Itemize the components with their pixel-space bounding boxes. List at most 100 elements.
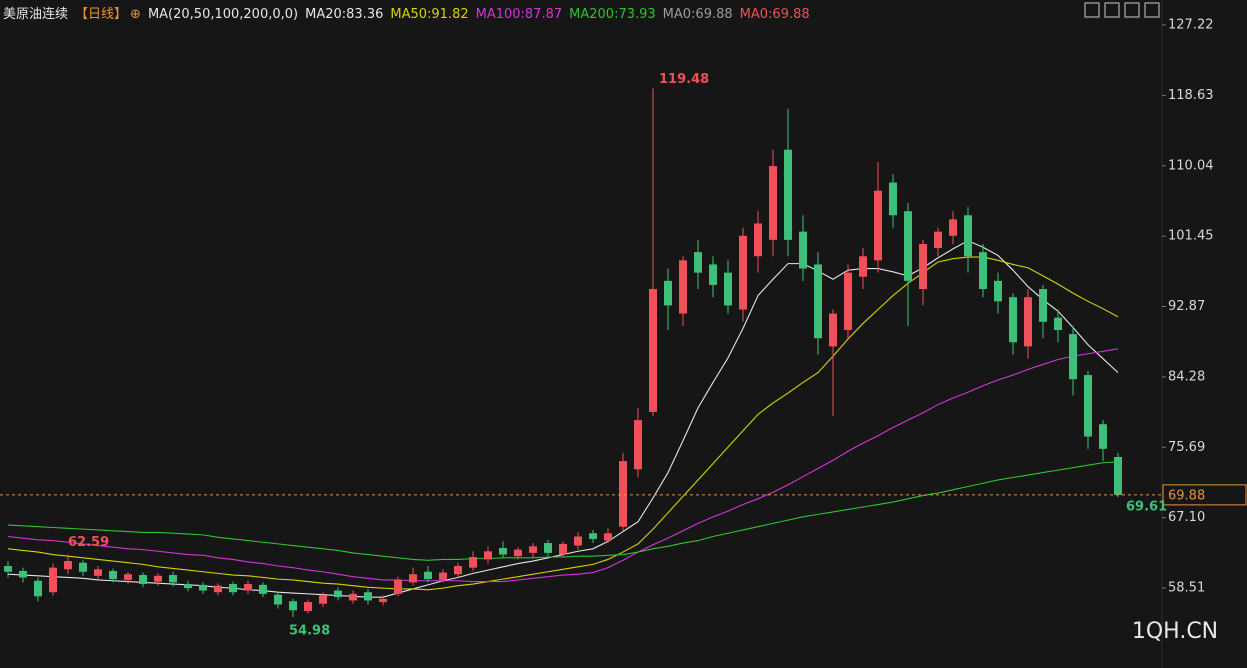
candle-body — [139, 575, 147, 585]
y-tick-label: 127.22 — [1168, 17, 1214, 32]
candle-body — [379, 598, 387, 603]
candle-body — [814, 264, 822, 339]
candle-body — [994, 280, 1002, 302]
y-tick-label: 84.28 — [1168, 369, 1205, 384]
header: 美原油连续 【日线】 ⊕ MA(20,50,100,200,0,0) MA20:83.3… — [3, 3, 824, 22]
extreme-label: 62.59 — [68, 535, 109, 550]
add-icon[interactable]: ⊕ — [130, 7, 141, 22]
y-tick-label: 67.10 — [1168, 510, 1205, 525]
candle-body — [1039, 289, 1047, 322]
candle-body — [784, 149, 792, 240]
candle-body — [109, 570, 117, 580]
legend-entry: MA50:91.82 — [390, 7, 469, 22]
candle-body — [904, 211, 912, 281]
candle-body — [394, 579, 402, 594]
ma-line — [7, 348, 1119, 583]
candle-body — [484, 551, 492, 560]
y-tick-label: 92.87 — [1168, 299, 1205, 314]
candle-body — [244, 584, 252, 591]
candle-body — [799, 231, 807, 269]
candle-body — [664, 280, 672, 306]
candle-body — [859, 256, 867, 277]
y-tick-label: 101.45 — [1168, 229, 1214, 244]
instrument: 美原油连续 — [3, 7, 69, 22]
legend: MA20:83.36 MA50:91.82 MA100:87.87 MA200:73.… — [305, 7, 817, 22]
candle-body — [724, 272, 732, 306]
candle-body — [229, 584, 237, 593]
period[interactable]: 【日线】 — [75, 7, 128, 22]
candle-body — [64, 561, 72, 570]
candle-body — [409, 574, 417, 583]
candle-body — [154, 575, 162, 582]
candle-body — [289, 601, 297, 611]
last-price-box — [1162, 484, 1247, 506]
candle-body — [1069, 334, 1077, 380]
candle-body — [739, 235, 747, 310]
toolbar-icons[interactable] — [1084, 2, 1160, 18]
candle-body — [364, 592, 372, 601]
last-price-label: 69.88 — [1168, 488, 1205, 503]
legend-entry: MA0:69.88 — [739, 7, 810, 22]
candle-body — [319, 595, 327, 604]
candle-body — [259, 584, 267, 594]
y-tick-label: 75.69 — [1168, 440, 1205, 455]
candle-body — [889, 182, 897, 216]
candle-body — [79, 562, 87, 572]
candle-body — [919, 243, 927, 290]
indicator[interactable]: MA(20,50,100,200,0,0) — [147, 7, 299, 22]
watermark: 1QH.CN — [1132, 619, 1218, 644]
candle-body — [34, 580, 42, 597]
legend-entry: MA200:73.93 — [569, 7, 656, 22]
candle-body — [694, 252, 702, 273]
candle-body — [619, 461, 627, 527]
candle-body — [979, 252, 987, 290]
candle-body — [529, 546, 537, 553]
candle-body — [1024, 297, 1032, 347]
candle-body — [1084, 375, 1092, 437]
candle-body — [49, 567, 57, 593]
candle-body — [679, 260, 687, 314]
candle-body — [829, 313, 837, 347]
candle-body — [94, 569, 102, 576]
candle-body — [844, 272, 852, 330]
candle-body — [469, 556, 477, 568]
extreme-label: 69.61 — [1126, 500, 1167, 515]
candle-body — [1099, 424, 1107, 449]
candle-body — [559, 543, 567, 555]
candle-body — [709, 264, 717, 285]
candle-body — [649, 289, 657, 412]
candle-body — [214, 585, 222, 593]
candle-body — [169, 575, 177, 583]
y-tick-label: 58.51 — [1168, 581, 1205, 596]
legend-entry: MA20:83.36 — [305, 7, 384, 22]
candle-body — [199, 584, 207, 591]
y-tick-label: 118.63 — [1168, 88, 1214, 103]
candle-body — [934, 231, 942, 249]
candle-body — [19, 570, 27, 578]
candle-body — [349, 593, 357, 601]
candle-body — [634, 420, 642, 470]
icon[interactable] — [1104, 2, 1120, 18]
candle-body — [574, 536, 582, 546]
candle-body — [274, 594, 282, 605]
icon[interactable] — [1124, 2, 1140, 18]
candle-body — [454, 566, 462, 575]
legend-entry: MA0:69.88 — [662, 7, 733, 22]
candle-body — [424, 571, 432, 580]
candle-body — [544, 543, 552, 553]
candle-body — [964, 215, 972, 257]
legend-entry: MA100:87.87 — [475, 7, 563, 22]
icon[interactable] — [1144, 2, 1160, 18]
candle-body — [439, 572, 447, 580]
extreme-label: 119.48 — [659, 72, 709, 87]
candle-body — [949, 219, 957, 236]
candle-body — [184, 584, 192, 589]
ma-line — [7, 256, 1119, 591]
icon[interactable] — [1084, 2, 1100, 18]
candle-body — [334, 590, 342, 598]
extreme-label: 54.98 — [289, 623, 330, 638]
candle-body — [874, 190, 882, 261]
candle-body — [769, 166, 777, 240]
